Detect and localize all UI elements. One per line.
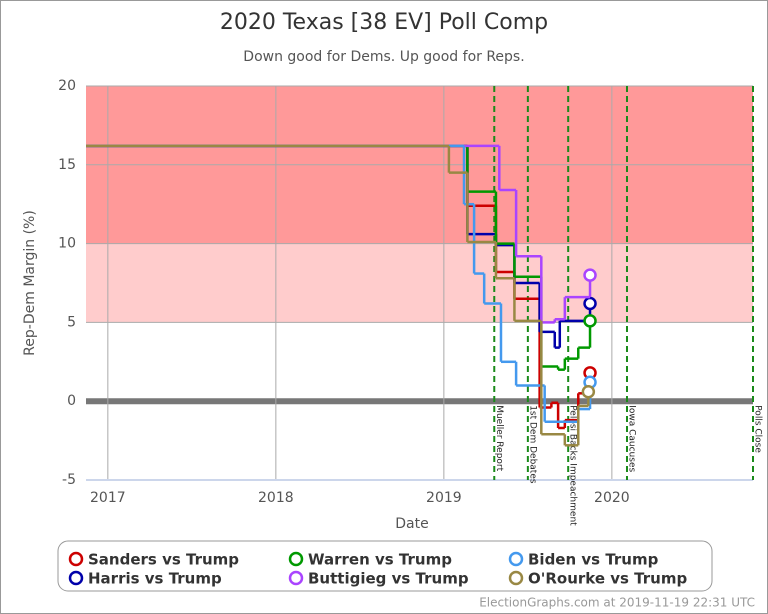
legend-marker: [68, 570, 84, 586]
y-tick-label: 10: [58, 236, 76, 252]
y-tick-label: 5: [67, 314, 76, 330]
x-tick-label: 2017: [90, 490, 126, 506]
chart-subtitle: Down good for Dems. Up good for Reps.: [243, 49, 524, 65]
footer: ElectionGraphs.com at 2019-11-19 22:31 U…: [479, 596, 755, 610]
legend-marker: [68, 551, 84, 567]
x-axis-label: Date: [395, 516, 428, 532]
x-tick-label: 2020: [594, 490, 630, 506]
y-tick-label: 15: [58, 157, 76, 173]
legend-label: Biden vs Trump: [528, 551, 659, 569]
x-tick-label: 2018: [258, 490, 294, 506]
event-label: Pelosi Backs Impeachment: [568, 405, 578, 526]
legend-label: O'Rourke vs Trump: [528, 570, 687, 588]
y-tick-label: 0: [67, 393, 76, 409]
y-tick-label: -5: [62, 472, 76, 488]
end-marker: [583, 296, 597, 311]
end-marker: [583, 314, 597, 328]
legend-marker: [508, 551, 524, 567]
legend-label: Buttigieg vs Trump: [308, 570, 469, 588]
x-tick-label: 2019: [426, 490, 462, 506]
event-label: Iowa Caucuses: [626, 405, 636, 472]
legend-box: [57, 540, 713, 592]
y-tick-label: 20: [58, 78, 76, 94]
event-label: Polls Close: [753, 405, 763, 453]
legend-marker: [288, 570, 304, 586]
end-marker: [581, 384, 596, 399]
end-marker: [583, 268, 597, 282]
chart-title: 2020 Texas [38 EV] Poll Comp: [220, 10, 548, 35]
y-axis-label: Rep-Dem Margin (%): [22, 210, 38, 356]
legend-label: Sanders vs Trump: [88, 551, 239, 569]
legend-label: Warren vs Trump: [308, 551, 452, 569]
legend-marker: [288, 551, 304, 567]
event-label: 1st Dem Debates: [527, 405, 537, 484]
margin-band: [86, 243, 753, 323]
legend-label: Harris vs Trump: [88, 570, 222, 588]
legend-marker: [508, 570, 524, 586]
event-label: Mueller Report: [494, 405, 504, 471]
